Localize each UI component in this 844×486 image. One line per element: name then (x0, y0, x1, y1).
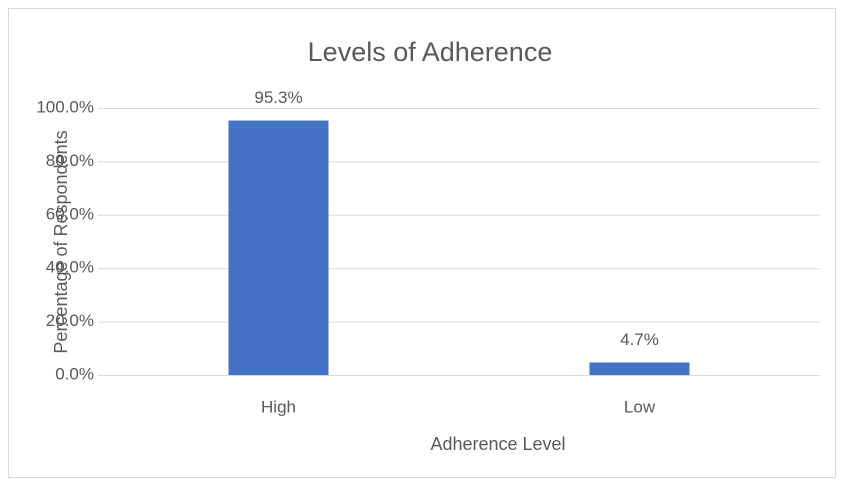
y-tick-label: 60.0% (46, 204, 94, 223)
data-label: 95.3% (254, 88, 302, 107)
x-axis-title: Adherence Level (430, 434, 565, 454)
x-tick-label: Low (624, 397, 656, 416)
y-tick-label: 100.0% (36, 97, 94, 116)
chart-frame (8, 8, 836, 478)
y-tick-label: 20.0% (46, 311, 94, 330)
x-tick-label: High (261, 397, 296, 416)
data-label: 4.7% (620, 330, 659, 349)
y-tick-label: 0.0% (55, 364, 94, 383)
y-tick-label: 40.0% (46, 258, 94, 277)
bar (589, 362, 690, 375)
bar (228, 120, 329, 375)
y-tick-label: 80.0% (46, 151, 94, 170)
chart-title: Levels of Adherence (308, 37, 553, 67)
y-axis-title: Percentage of Respondents (51, 130, 71, 353)
